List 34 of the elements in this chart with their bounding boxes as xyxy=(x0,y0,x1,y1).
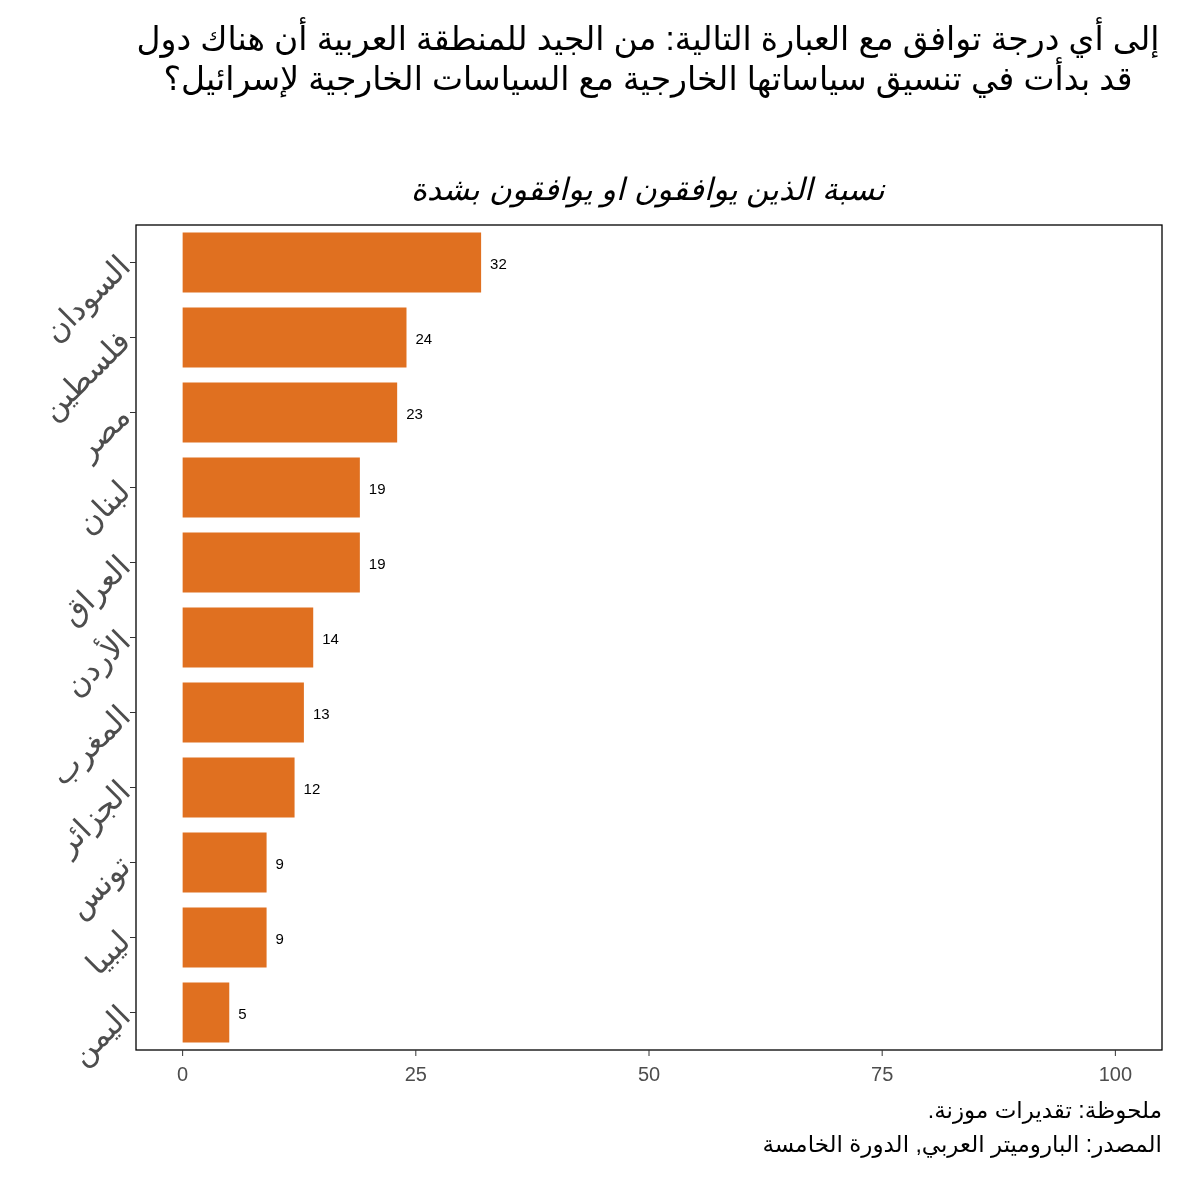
bar xyxy=(182,832,267,893)
chart-subtitle: نسبة الذين يوافقون او يوافقون بشدة xyxy=(410,172,887,208)
x-tick-label: 75 xyxy=(871,1063,894,1085)
text: المصدر: الباروميتر العربي, الدورة الخامسة xyxy=(762,1131,1162,1158)
y-tick-label: اليمن xyxy=(63,998,138,1073)
bar xyxy=(182,682,304,743)
bar xyxy=(182,532,360,593)
chart-title: إلى أي درجة توافق مع العبارة التالية: من الجيد للمنطقة العربية أن هناك دول قد بدأت في تنسيق سياساتها الخارجية مع السياسات الخارجية لإسرائيل؟ xyxy=(136,17,1160,99)
data-label: 14 xyxy=(322,629,339,647)
x-tick-label: 0 xyxy=(177,1063,189,1085)
bar xyxy=(182,982,230,1043)
text: ملحوظة: تقديرات موزنة. xyxy=(927,1097,1162,1124)
data-label: 9 xyxy=(275,929,284,947)
bar xyxy=(182,457,360,518)
data-label: 9 xyxy=(275,854,284,872)
bar xyxy=(182,382,398,443)
data-label: 23 xyxy=(406,404,423,422)
bar xyxy=(182,607,314,668)
data-label: 24 xyxy=(415,329,433,347)
x-tick-label: 100 xyxy=(1098,1063,1133,1085)
data-label: 19 xyxy=(368,554,386,572)
bar xyxy=(182,757,295,818)
data-label: 12 xyxy=(303,779,321,797)
y-tick-label: لبنان xyxy=(69,473,137,542)
x-tick-label: 50 xyxy=(637,1063,661,1085)
data-label: 19 xyxy=(368,479,386,497)
y-tick-label: ليبيا xyxy=(78,923,137,982)
bar xyxy=(182,307,407,368)
data-label: 32 xyxy=(490,254,507,272)
bar xyxy=(182,907,267,968)
bar xyxy=(182,232,482,293)
data-label: 13 xyxy=(312,704,330,722)
x-tick-label: 25 xyxy=(404,1063,427,1085)
data-label: 5 xyxy=(238,1004,247,1022)
